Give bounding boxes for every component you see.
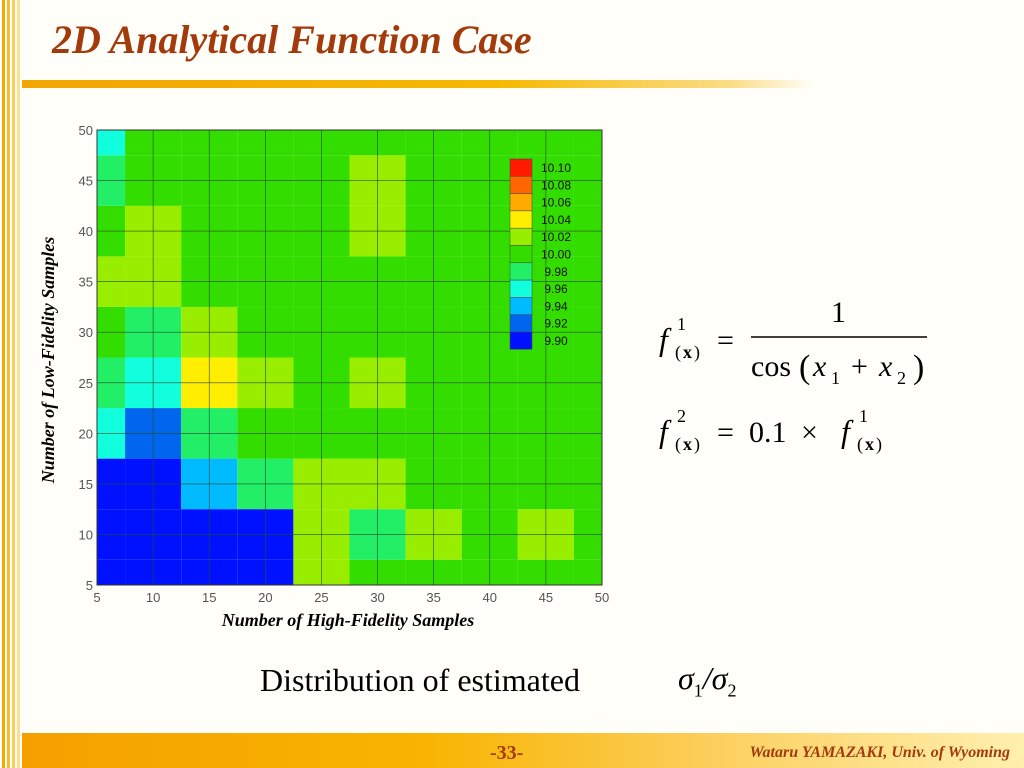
f1-cos: cos	[751, 350, 791, 383]
f2-f1-symbol: f	[841, 413, 854, 449]
f2-coefficient: 0.1	[749, 416, 787, 449]
heat-cell	[97, 130, 126, 156]
y-axis-label: Number of Low-Fidelity Samples	[38, 237, 58, 485]
slide-title: 2D Analytical Function Case	[52, 17, 532, 62]
x-tick-label: 40	[483, 590, 497, 605]
x-tick-label: 20	[258, 590, 272, 605]
footer-bar	[22, 733, 1024, 768]
caption-text: Distribution of estimated	[260, 662, 580, 698]
legend-swatch	[509, 297, 533, 315]
left-decorative-stripes	[0, 0, 22, 768]
sigma-1-sub: 1	[693, 680, 703, 701]
x-axis-label: Number of High-Fidelity Samples	[221, 610, 475, 630]
x-tick-label: 50	[595, 590, 609, 605]
page-number: -33-	[490, 742, 524, 764]
f1-superscript: 1	[677, 314, 686, 334]
legend-label: 9.98	[544, 265, 568, 279]
y-tick-label: 30	[79, 325, 93, 340]
f1-symbol: f	[659, 321, 672, 357]
f1-equals: =	[717, 324, 734, 357]
legend-swatch	[509, 227, 533, 246]
legend-label: 9.90	[544, 334, 568, 348]
legend-label: 10.04	[541, 213, 571, 227]
y-tick-label: 50	[79, 123, 93, 138]
y-tick-label: 35	[79, 275, 93, 290]
legend-label: 10.08	[541, 178, 571, 192]
title-underline	[22, 80, 812, 88]
f1-subscript-open: (	[675, 342, 681, 363]
legend-label: 10.02	[541, 230, 571, 244]
f2-f1-subscript-open: (	[857, 434, 863, 455]
heat-cell	[573, 130, 602, 156]
f1-x1-sub: 1	[831, 368, 840, 388]
x-tick-label: 10	[146, 590, 160, 605]
f2-subscript-close: )	[694, 434, 700, 455]
f2-subscript-open: (	[675, 434, 681, 455]
f1-x2-sub: 2	[897, 368, 906, 388]
f1-x2: x	[878, 350, 893, 383]
x-tick-label: 5	[93, 590, 100, 605]
y-tick-label: 10	[79, 527, 93, 542]
legend-swatch	[509, 331, 533, 350]
x-tick-label: 45	[539, 590, 553, 605]
legend-swatch	[509, 193, 533, 212]
y-tick-label: 25	[79, 376, 93, 391]
f2-f1-subscript-x: x	[865, 434, 874, 454]
f1-numerator: 1	[831, 296, 846, 329]
y-tick-label: 5	[86, 578, 93, 593]
y-tick-label: 40	[79, 224, 93, 239]
y-tick-label: 20	[79, 426, 93, 441]
legend-label: 9.92	[544, 317, 568, 331]
f2-f1-superscript: 1	[859, 406, 868, 426]
f1-paren-open: (	[799, 349, 810, 386]
f2-times: ×	[801, 416, 818, 449]
x-tick-label: 25	[314, 590, 328, 605]
legend-label: 10.00	[541, 248, 571, 262]
legend-label: 10.10	[541, 161, 571, 175]
f1-subscript-close: )	[694, 342, 700, 363]
author-credit: Wataru YAMAZAKI, Univ. of Wyoming	[749, 744, 1011, 761]
legend-label: 10.06	[541, 196, 571, 210]
legend-swatch	[509, 262, 533, 281]
legend-swatch	[509, 314, 533, 333]
x-tick-label: 30	[370, 590, 384, 605]
heat-cell	[573, 559, 602, 585]
legend-swatch	[509, 210, 533, 229]
sigma-2: σ	[711, 660, 728, 696]
formula-block: f 1 ( x ) = 1 cos ( x 1 + x 2 ) f 2 ( x …	[655, 290, 955, 470]
f2-f1-subscript-close: )	[876, 434, 882, 455]
y-tick-label: 15	[79, 477, 93, 492]
f1-x1: x	[812, 350, 827, 383]
formula-f1: f 1 ( x ) = 1 cos ( x 1 + x 2 )	[659, 296, 927, 388]
legend-swatch	[509, 158, 533, 177]
contour-chart: 5 10 15 20 25 30 35 40 45 50 5101520253035404550 …	[38, 123, 609, 630]
f2-subscript-x: x	[683, 434, 692, 454]
caption-sigma-ratio: σ1/σ2	[678, 660, 736, 701]
legend-label: 9.94	[544, 299, 568, 313]
y-tick-label: 45	[79, 174, 93, 189]
ratio-slash: /	[702, 660, 712, 696]
sigma-2-sub: 2	[727, 680, 737, 701]
x-tick-label: 35	[426, 590, 440, 605]
legend-swatch	[509, 245, 533, 264]
f2-superscript: 2	[677, 406, 686, 426]
plot-frame	[96, 129, 603, 586]
heat-cell	[97, 559, 126, 585]
f2-equals: =	[717, 416, 734, 449]
legend-swatch	[509, 176, 533, 194]
f1-plus: +	[851, 350, 868, 383]
formula-svg: f 1 ( x ) = 1 cos ( x 1 + x 2 ) f 2 ( x …	[659, 296, 927, 455]
color-legend: 10.10 10.08 10.06 10.04 10.02 10.00 9.98 9.96 9.…	[509, 158, 571, 350]
f2-symbol: f	[659, 413, 672, 449]
x-tick-label: 15	[202, 590, 216, 605]
formula-f2: f 2 ( x ) = 0.1 × f 1 ( x )	[659, 406, 882, 455]
legend-swatch	[509, 279, 533, 298]
f1-paren-close: )	[913, 349, 924, 386]
legend-label: 9.96	[544, 282, 568, 296]
sigma-1: σ	[678, 660, 694, 696]
f1-subscript-x: x	[683, 342, 692, 362]
